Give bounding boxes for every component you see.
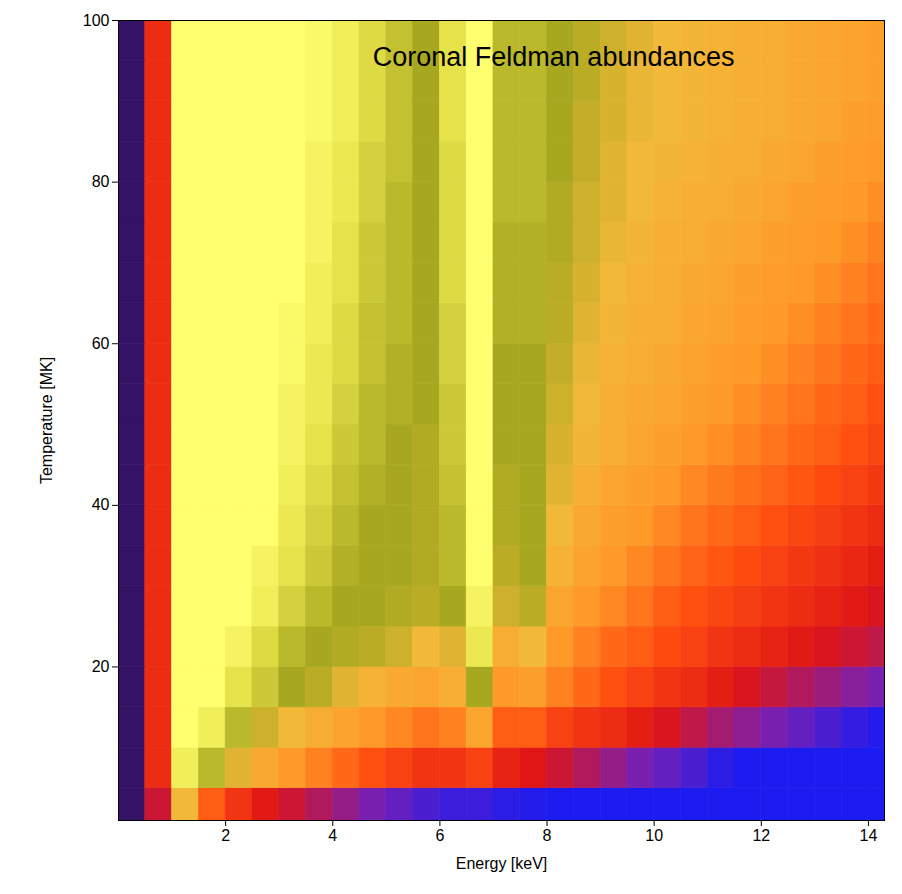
svg-text:80: 80	[92, 173, 110, 190]
svg-text:Coronal Feldman abundances: Coronal Feldman abundances	[373, 42, 735, 72]
svg-text:20: 20	[92, 658, 110, 675]
svg-text:6: 6	[435, 827, 444, 844]
svg-text:14: 14	[860, 827, 878, 844]
svg-text:10: 10	[645, 827, 663, 844]
svg-text:Energy [keV]: Energy [keV]	[456, 855, 548, 872]
svg-text:12: 12	[752, 827, 770, 844]
svg-text:60: 60	[92, 335, 110, 352]
svg-text:Temperature [MK]: Temperature [MK]	[38, 357, 55, 484]
svg-text:8: 8	[543, 827, 552, 844]
svg-text:4: 4	[328, 827, 337, 844]
svg-text:40: 40	[92, 496, 110, 513]
svg-text:2: 2	[221, 827, 230, 844]
svg-text:100: 100	[83, 12, 110, 29]
